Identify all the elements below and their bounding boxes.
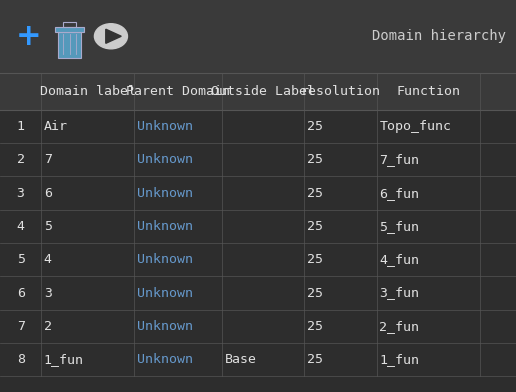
- Text: 1_fun: 1_fun: [379, 353, 420, 366]
- Text: Parent Domain: Parent Domain: [126, 85, 230, 98]
- Bar: [0, 73, 516, 110]
- Text: Unknown: Unknown: [137, 253, 193, 266]
- Text: Unknown: Unknown: [137, 220, 193, 233]
- Text: 5: 5: [17, 253, 25, 266]
- Text: 25: 25: [307, 287, 323, 299]
- Bar: [0, 210, 516, 243]
- Bar: [0, 243, 516, 276]
- Text: Unknown: Unknown: [137, 287, 193, 299]
- Text: 25: 25: [307, 220, 323, 233]
- Bar: [0, 276, 516, 310]
- Text: Domain label: Domain label: [40, 85, 136, 98]
- Text: 25: 25: [307, 153, 323, 166]
- Text: 4: 4: [44, 253, 52, 266]
- Text: 1: 1: [17, 120, 25, 133]
- Text: 25: 25: [307, 320, 323, 333]
- Text: 3_fun: 3_fun: [379, 287, 420, 299]
- Bar: [63, 22, 76, 27]
- Text: Unknown: Unknown: [137, 320, 193, 333]
- Text: Function: Function: [396, 85, 460, 98]
- Text: 25: 25: [307, 253, 323, 266]
- Text: resolution: resolution: [300, 85, 381, 98]
- FancyBboxPatch shape: [58, 33, 81, 58]
- Bar: [0, 143, 516, 176]
- Bar: [0, 176, 516, 210]
- Text: 7: 7: [17, 320, 25, 333]
- Text: 6: 6: [17, 287, 25, 299]
- Bar: [55, 27, 84, 33]
- Text: 7_fun: 7_fun: [379, 153, 420, 166]
- Text: 8: 8: [17, 353, 25, 366]
- Text: Topo_func: Topo_func: [379, 120, 452, 133]
- Text: Outside Label: Outside Label: [211, 85, 315, 98]
- Text: 25: 25: [307, 353, 323, 366]
- Text: 25: 25: [307, 120, 323, 133]
- Bar: [0, 110, 516, 143]
- Bar: [0, 0, 516, 73]
- Text: +: +: [15, 22, 41, 51]
- Bar: [0, 310, 516, 343]
- Text: 5: 5: [44, 220, 52, 233]
- Text: Unknown: Unknown: [137, 153, 193, 166]
- Polygon shape: [106, 29, 121, 44]
- Text: Unknown: Unknown: [137, 120, 193, 133]
- Text: 3: 3: [44, 287, 52, 299]
- Text: Air: Air: [44, 120, 68, 133]
- Text: 6_fun: 6_fun: [379, 187, 420, 200]
- Circle shape: [94, 24, 127, 49]
- Text: 5_fun: 5_fun: [379, 220, 420, 233]
- Text: Base: Base: [224, 353, 256, 366]
- Text: 6: 6: [44, 187, 52, 200]
- Text: 3: 3: [17, 187, 25, 200]
- Bar: [0, 343, 516, 376]
- Text: 2_fun: 2_fun: [379, 320, 420, 333]
- Text: 4: 4: [17, 220, 25, 233]
- Text: 7: 7: [44, 153, 52, 166]
- Text: 2: 2: [17, 153, 25, 166]
- Text: 1_fun: 1_fun: [44, 353, 84, 366]
- Text: Domain hierarchy: Domain hierarchy: [372, 29, 506, 43]
- Text: 4_fun: 4_fun: [379, 253, 420, 266]
- Text: 2: 2: [44, 320, 52, 333]
- Text: Unknown: Unknown: [137, 353, 193, 366]
- Text: Unknown: Unknown: [137, 187, 193, 200]
- Text: 25: 25: [307, 187, 323, 200]
